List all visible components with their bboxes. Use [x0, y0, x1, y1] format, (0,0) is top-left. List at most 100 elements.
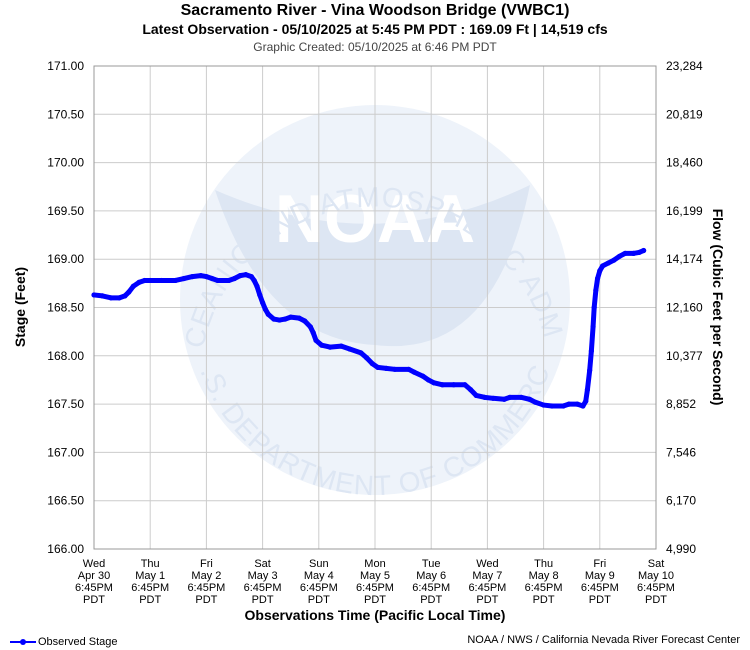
data-point	[518, 394, 524, 400]
y2-tick-label: 6,170	[666, 494, 696, 508]
data-point	[600, 263, 606, 269]
data-point	[583, 398, 589, 404]
data-point	[130, 283, 136, 289]
data-point	[347, 346, 353, 352]
y2-tick-label: 23,284	[666, 59, 703, 73]
data-point	[593, 287, 599, 293]
data-point	[91, 292, 97, 298]
observed-stage-series	[91, 247, 647, 409]
data-point	[590, 324, 596, 330]
data-point	[641, 247, 647, 254]
x-tick-label: Sun May 4 6:45PM PDT	[300, 558, 338, 606]
x-tick-label: Tue May 6 6:45PM PDT	[412, 558, 450, 606]
data-point	[588, 348, 594, 354]
data-point	[584, 387, 591, 393]
data-point	[541, 402, 547, 408]
x-axis-label: Observations Time (Pacific Local Time)	[245, 607, 506, 623]
data-point	[172, 277, 179, 284]
y2-tick-label: 10,377	[666, 349, 703, 363]
data-point	[147, 277, 153, 284]
data-point	[611, 257, 617, 263]
data-point	[636, 249, 642, 256]
y2-tick-label: 8,852	[666, 397, 696, 411]
data-point	[319, 342, 325, 348]
data-point	[254, 283, 260, 289]
data-point	[439, 382, 446, 388]
data-point	[302, 318, 308, 324]
data-point	[591, 304, 597, 311]
data-point	[507, 394, 513, 400]
data-point	[425, 377, 431, 383]
graphic-created: Graphic Created: 05/10/2025 at 6:46 PM P…	[253, 40, 497, 54]
x-tick-label: Fri May 2 6:45PM PDT	[187, 558, 225, 606]
y2-tick-label: 12,160	[666, 301, 703, 315]
data-point	[310, 330, 316, 336]
data-point	[566, 401, 572, 407]
data-point	[383, 365, 389, 371]
y2-tick-label: 14,174	[666, 252, 703, 266]
data-point	[358, 350, 364, 356]
data-point	[203, 273, 209, 280]
data-point	[501, 396, 507, 402]
legend: Observed Stage	[10, 636, 118, 648]
data-point	[237, 273, 243, 279]
data-point	[198, 273, 204, 279]
y2-tick-label: 18,460	[666, 156, 703, 170]
data-point	[467, 387, 474, 393]
y-tick-label: 170.50	[47, 107, 84, 121]
data-point	[276, 317, 283, 323]
y-tick-label: 171.00	[47, 59, 84, 73]
y2-axis-label: Flow (Cubic Feet per Second)	[710, 209, 726, 406]
data-point	[431, 380, 437, 386]
data-point	[141, 277, 148, 284]
data-point	[481, 394, 488, 400]
data-point	[406, 366, 412, 372]
data-point	[490, 395, 496, 401]
data-point	[262, 306, 269, 313]
data-point	[231, 275, 238, 282]
chart-grid	[93, 65, 657, 550]
legend-label: Observed Stage	[38, 636, 118, 648]
data-point	[158, 277, 165, 284]
data-point	[630, 250, 637, 257]
watermark-gull	[215, 185, 530, 347]
x-tick-label: Thu May 1 6:45PM PDT	[131, 558, 169, 606]
data-point	[616, 253, 623, 259]
series-line	[91, 248, 647, 409]
y-tick-label: 168.00	[47, 349, 84, 363]
y-tick-label: 169.00	[47, 252, 84, 266]
data-point	[451, 382, 457, 388]
data-point	[116, 295, 122, 301]
data-point	[248, 273, 254, 280]
chart-axes: 171.00 170.50 170.00 169.50 169.00 168.50 168.…	[47, 59, 703, 606]
chart-title: Sacramento River - Vina Woodson Bridge (…	[180, 2, 570, 19]
plot-frame	[93, 65, 657, 550]
data-point	[251, 277, 257, 284]
data-point	[215, 277, 221, 284]
noaa-watermark: NOAANATIONAL OCEANIC AND ATMOSPHERIC ADM…	[0, 0, 570, 501]
data-point	[327, 344, 333, 350]
y-tick-label: 170.00	[47, 156, 84, 170]
data-point	[462, 382, 468, 388]
y-tick-label: 169.50	[47, 204, 84, 218]
y2-tick-label: 20,819	[666, 107, 703, 121]
data-point	[574, 401, 580, 407]
data-point	[226, 277, 232, 284]
data-point	[265, 311, 271, 317]
data-point	[126, 289, 132, 295]
data-point	[580, 403, 586, 409]
x-tick-label: Sat May 3 6:45PM PDT	[244, 558, 282, 606]
data-point	[594, 275, 601, 282]
x-tick-label: Sat May 10 6:45PM PDT	[637, 558, 675, 606]
x-tick-label: Wed May 7 6:45PM PDT	[468, 558, 506, 606]
y-tick-label: 167.00	[47, 445, 84, 459]
y2-tick-label: 16,199	[666, 204, 703, 218]
data-point	[296, 315, 302, 321]
data-point	[307, 324, 313, 330]
y-tick-label: 167.50	[47, 397, 84, 411]
data-point	[288, 314, 294, 320]
y2-tick-label: 7,546	[666, 445, 696, 459]
data-point	[473, 392, 479, 399]
legend-line-icon	[10, 637, 36, 647]
